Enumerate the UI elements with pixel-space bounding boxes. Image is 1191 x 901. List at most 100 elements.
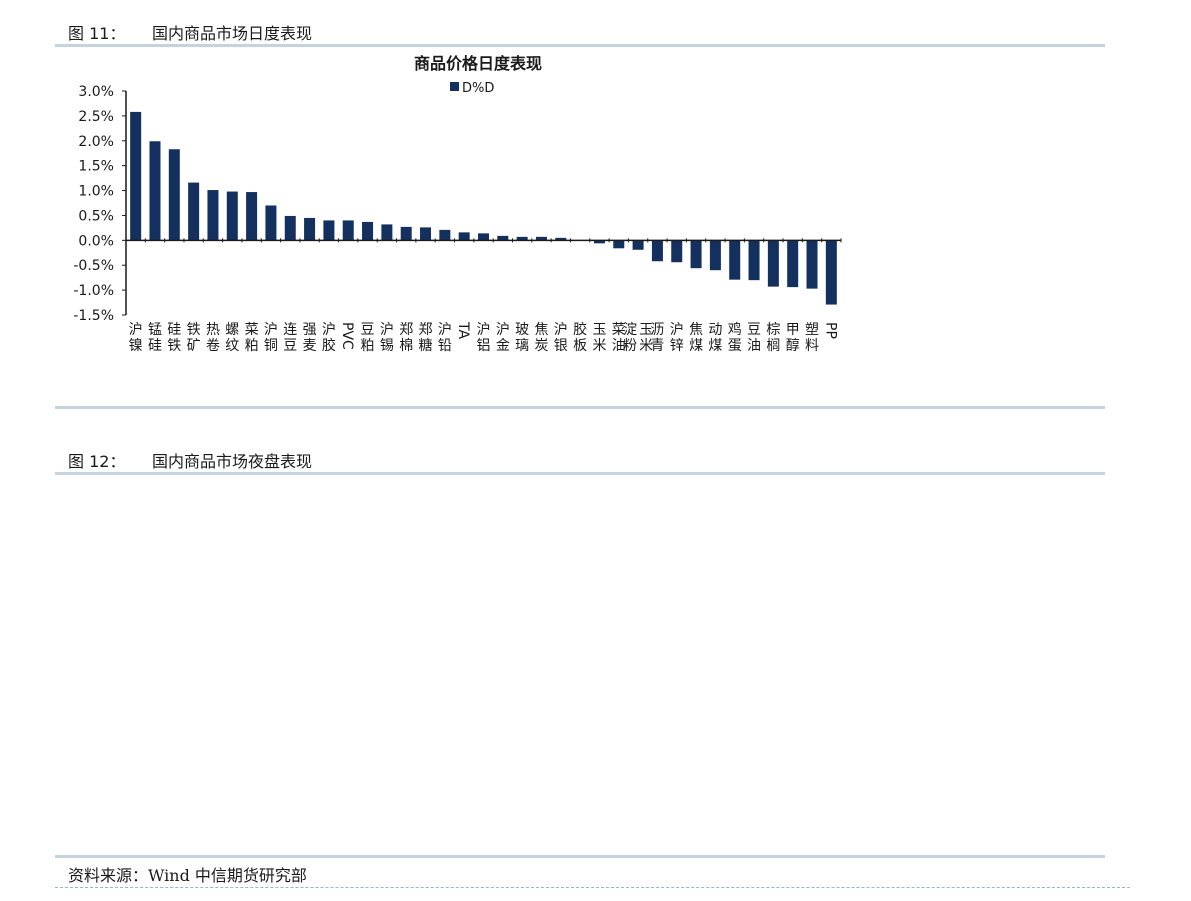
bar	[284, 215, 296, 241]
category-char: 银	[554, 338, 568, 354]
category-char: 璃	[515, 337, 529, 354]
y-tick-label: 1.0%	[78, 184, 114, 200]
bar	[188, 182, 200, 241]
category-char: 蛋	[728, 338, 742, 354]
bar	[149, 141, 161, 241]
category-char: 料	[805, 338, 819, 354]
category-char: 金	[496, 338, 510, 354]
category-char: 棉	[399, 337, 413, 354]
category-label: 甲醇	[786, 322, 800, 354]
category-char: 焦	[534, 322, 548, 338]
category-label: 沪铅	[438, 322, 452, 354]
category-label: 胶板	[573, 321, 587, 354]
bar	[535, 236, 547, 241]
category-char: 硅	[167, 322, 181, 338]
category-char: 热	[206, 322, 220, 338]
category-label: PVC	[339, 322, 355, 350]
bar	[709, 240, 721, 271]
category-char: 榈	[766, 338, 780, 354]
y-tick-label: 2.0%	[78, 134, 114, 150]
category-char: 沪	[554, 322, 568, 338]
bar	[671, 240, 683, 263]
bar	[304, 217, 316, 241]
category-char: 玻	[515, 322, 529, 338]
category-char: 沪	[496, 322, 510, 338]
category-label: PP	[822, 322, 838, 339]
y-tick-label: 2.5%	[78, 109, 114, 125]
figure-11-label: 图 11：	[68, 24, 126, 43]
category-label: 豆粕	[361, 322, 375, 354]
bar	[168, 149, 180, 241]
category-char: 焦	[689, 322, 703, 338]
bar	[478, 233, 489, 241]
category-char: 硅	[148, 338, 162, 354]
bar	[381, 224, 393, 241]
bar	[729, 240, 741, 280]
category-char: 油	[612, 338, 626, 354]
bar	[748, 240, 760, 281]
category-char: 油	[747, 338, 761, 354]
bar	[825, 240, 837, 305]
category-char: 糖	[419, 338, 433, 354]
bar	[265, 205, 277, 241]
category-char: 鸡	[728, 321, 742, 338]
y-tick-label: 3.0%	[78, 84, 114, 100]
bar	[226, 191, 238, 241]
category-char: 锡	[380, 338, 394, 354]
category-char: 板	[573, 338, 587, 354]
bar	[787, 240, 799, 288]
category-char: 棕	[766, 322, 780, 338]
category-char: 连	[283, 322, 297, 338]
bar	[342, 220, 354, 241]
category-label: 锰硅	[148, 322, 162, 354]
category-char: 纹	[225, 338, 239, 354]
category-label: 玉米	[592, 322, 606, 354]
category-label: 沪铜	[264, 322, 278, 354]
category-char: 豆	[283, 338, 297, 354]
category-label: 沪金	[496, 322, 510, 354]
category-char: 螺	[225, 322, 239, 338]
category-label: 玻璃	[515, 322, 529, 354]
category-label: 螺纹	[225, 322, 239, 354]
bar	[497, 235, 509, 241]
bar	[767, 240, 779, 287]
category-label: 焦煤	[689, 322, 703, 354]
bar	[651, 240, 663, 262]
category-label-text: TA	[455, 321, 471, 339]
category-char: 玉	[592, 322, 606, 338]
bar	[420, 227, 432, 241]
category-label: 强麦	[303, 322, 317, 354]
category-label: 铁矿	[187, 322, 201, 354]
category-label: 热卷	[206, 322, 220, 354]
legend-label: D%D	[462, 81, 494, 96]
bar	[400, 226, 412, 241]
bar	[806, 240, 818, 289]
category-char: 胶	[573, 321, 587, 338]
bar	[246, 192, 258, 241]
category-char: 锌	[670, 338, 684, 354]
category-char: 玉	[639, 322, 653, 338]
category-label: 焦炭	[534, 322, 548, 354]
daily-performance-chart: 商品价格日度表现 D%D 3.0% 2.5% 2.0% 1.5% 1.0% 0.5% 0.0% -…	[73, 54, 842, 354]
category-label: 豆油	[747, 322, 761, 354]
category-label: 塑料	[805, 322, 819, 354]
figure-12-top-rule	[55, 472, 1105, 475]
category-label: 菜粕	[245, 322, 259, 354]
category-char: 铁	[187, 322, 201, 338]
bar	[555, 237, 567, 241]
category-char: 米	[592, 338, 606, 354]
category-char: 沪	[322, 322, 336, 338]
category-char: 铁	[167, 338, 181, 354]
category-char: 动	[708, 322, 722, 338]
category-char: 铜	[264, 338, 278, 354]
category-label: 沪银	[554, 322, 568, 354]
category-char: 粕	[245, 338, 259, 354]
bar	[362, 221, 374, 241]
y-tick-label: -1.0%	[73, 283, 114, 299]
legend-swatch	[450, 82, 459, 91]
category-char: 铅	[438, 338, 452, 354]
category-char: 卷	[206, 338, 220, 354]
category-label: 郑棉	[399, 322, 413, 354]
category-char: 煤	[708, 338, 722, 354]
